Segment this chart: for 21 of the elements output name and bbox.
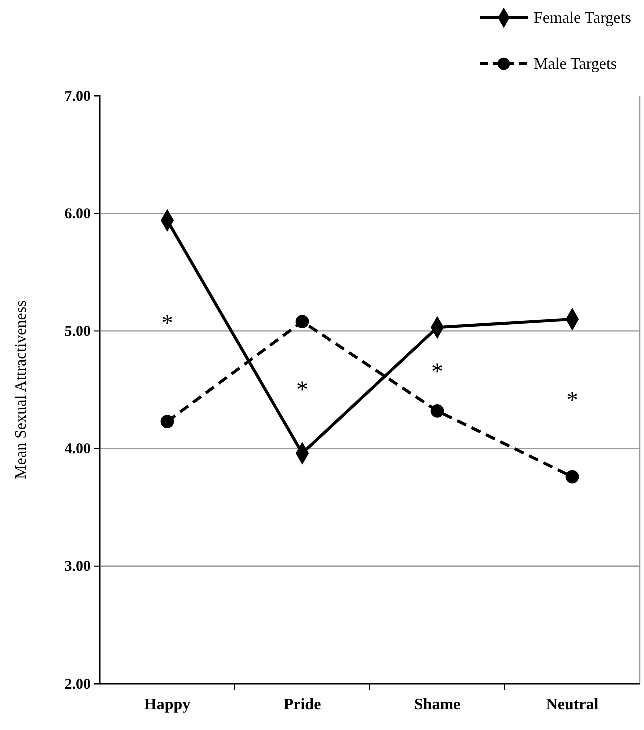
y-tick-label: 2.00	[64, 676, 91, 693]
x-tick-label: Shame	[414, 696, 461, 714]
y-tick-label: 5.00	[64, 324, 91, 340]
annotation: *	[566, 388, 578, 414]
y-axis-title: Mean Sexual Attractiveness	[13, 300, 30, 480]
x-tick-label: Happy	[144, 696, 191, 714]
point	[566, 470, 580, 484]
y-tick-label: 7.00	[64, 88, 91, 105]
y-tick-label: 4.00	[64, 442, 91, 458]
legend-label: Female Targets	[534, 10, 632, 27]
point	[430, 404, 444, 418]
annotation: *	[162, 311, 174, 338]
y-tick-label: 3.00	[64, 559, 91, 576]
x-tick-label: Neutral	[546, 696, 600, 714]
annotation: *	[432, 359, 444, 386]
point	[160, 415, 174, 428]
annotation: *	[296, 378, 308, 404]
y-tick-label: 6.00	[64, 206, 91, 222]
point	[296, 315, 310, 328]
x-tick-label: Pride	[284, 696, 322, 714]
legend-label: Male Targets	[534, 56, 618, 73]
